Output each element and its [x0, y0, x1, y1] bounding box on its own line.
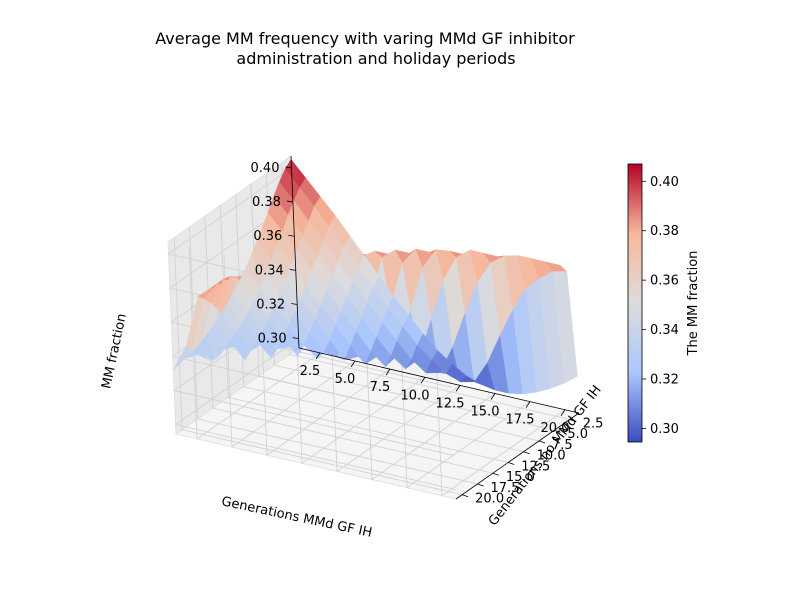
chart-title: Average MM frequency with varing MMd GF …: [155, 29, 575, 68]
y-tick-mark: [508, 462, 515, 465]
y-tick-label: 12.5: [521, 459, 550, 474]
x-tick-mark: [420, 377, 426, 384]
x-axis-ticks: 2.5 5.0 7.5 10.0 12.5 15.0 17.5 20.0: [300, 352, 570, 436]
colorbar-tick-label: 0.32: [650, 372, 679, 387]
z-tick-mark: [292, 337, 299, 340]
y-tick-label: 15.0: [506, 470, 535, 485]
x-tick-label: 5.0: [335, 372, 356, 387]
colorbar-gradient: [627, 163, 643, 443]
z-tick-mark: [289, 268, 296, 271]
colorbar-tick-label: 0.34: [650, 323, 679, 338]
y-grid-line: [189, 226, 478, 485]
z-tick-mark: [285, 166, 292, 169]
x-tick-label: 17.5: [506, 413, 535, 428]
z-tick-mark: [288, 234, 295, 237]
y-grid-line: [204, 216, 494, 474]
x-tick-mark: [385, 368, 391, 376]
axis-lines: [290, 155, 580, 500]
x-tick-mark: [490, 393, 496, 400]
chart-title-line-1: Average MM frequency with varing MMd GF …: [155, 29, 575, 48]
x-tick-label: 15.0: [471, 405, 500, 420]
y-tick-mark: [554, 429, 561, 433]
colorbar-label: The MM fraction: [686, 251, 701, 357]
z-tick-label: 0.38: [252, 195, 281, 210]
y-tick-label: 2.5: [583, 416, 604, 431]
y-tick-mark: [569, 419, 576, 422]
colorbar-tick-label: 0.30: [650, 422, 679, 437]
y-grid-line: [235, 194, 524, 453]
z-axis-line: [290, 155, 300, 349]
x-tick-label: 20.0: [541, 421, 570, 436]
y-grid-line: [173, 237, 463, 496]
surface-mesh: [173, 159, 578, 395]
x-tick-mark: [315, 352, 321, 360]
y-tick-label: 10.0: [537, 449, 566, 464]
colorbar: 0.30 0.32 0.34 0.36 0.38 0.40 The MM fraction: [627, 163, 701, 443]
y-tick-label: 17.5: [491, 481, 520, 496]
x-grid-line: [188, 246, 321, 440]
x-axis-line: [298, 347, 580, 414]
y-axis-line: [455, 412, 580, 500]
y-tick-label: 7.5: [552, 438, 573, 453]
colorbar-tick-label: 0.38: [650, 224, 679, 239]
y-tick-mark: [492, 472, 500, 476]
colorbar-ticks: 0.30 0.32 0.34 0.36 0.38 0.40: [642, 175, 679, 437]
z-tick-mark: [286, 200, 293, 203]
x-tick-mark: [350, 360, 356, 368]
y-tick-mark: [523, 451, 530, 455]
y-tick-label: 20.0: [475, 492, 504, 507]
x-tick-label: 10.0: [401, 388, 430, 403]
y-tick-mark: [477, 483, 484, 487]
z-tick-label: 0.36: [253, 229, 282, 244]
z-grid-line: [174, 338, 456, 491]
y-tick-label: 5.0: [567, 427, 588, 442]
y-axis-ticks: 2.55.07.510.012.515.017.520.0: [462, 416, 604, 507]
x-tick-mark: [525, 401, 531, 408]
x-tick-label: 7.5: [370, 380, 391, 395]
axes-3d: 2.55.07.510.012.515.017.520.0 2.55.07.51…: [167, 155, 604, 507]
z-axis-ticks: 0.30 0.32 0.34 0.36 0.38 0.40: [251, 161, 299, 347]
y-tick-mark: [538, 440, 546, 444]
x-tick-label: 12.5: [436, 396, 465, 411]
z-tick-label: 0.30: [258, 332, 287, 347]
colorbar-tick-label: 0.36: [650, 274, 679, 289]
y-grid-line: [219, 205, 509, 463]
x-tick-label: 2.5: [300, 364, 321, 379]
chart-title-line-2: administration and holiday periods: [236, 49, 515, 68]
z-tick-label: 0.40: [251, 161, 280, 176]
z-tick-label: 0.32: [256, 297, 285, 312]
z-tick-mark: [291, 303, 298, 305]
colorbar-tick-label: 0.40: [650, 175, 679, 190]
x-tick-mark: [560, 409, 566, 416]
surface-patch: [552, 271, 578, 384]
z-tick-label: 0.34: [255, 263, 284, 278]
x-tick-mark: [455, 385, 461, 392]
y-tick-mark: [462, 494, 469, 498]
